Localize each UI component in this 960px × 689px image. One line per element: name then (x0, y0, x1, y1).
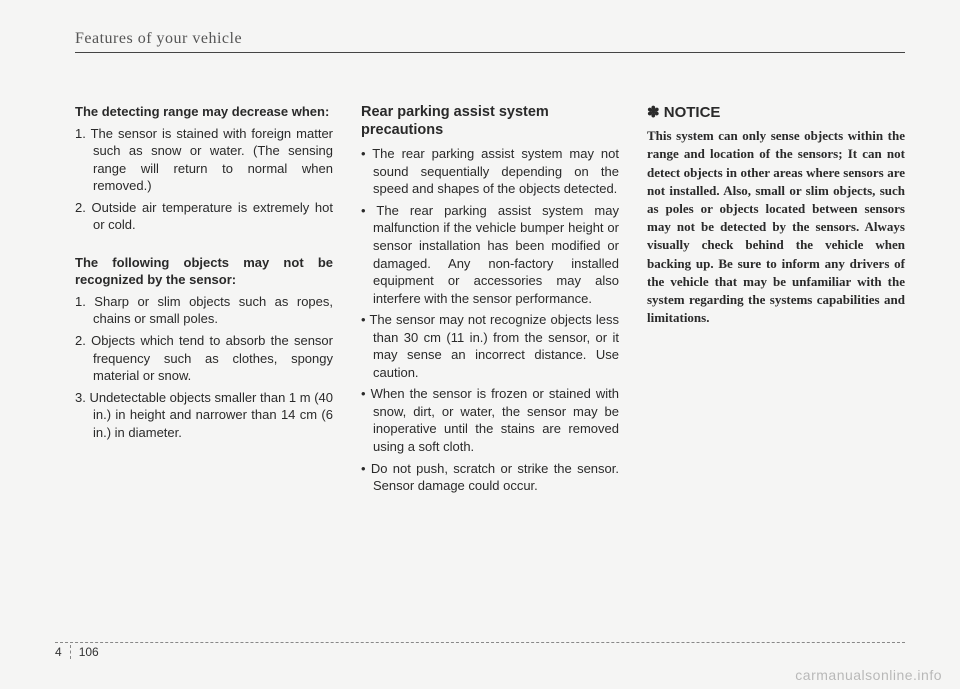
col1-item-4: 2. Objects which tend to absorb the sens… (75, 332, 333, 385)
column-3: ✽ NOTICE This system can only sense obje… (647, 103, 905, 499)
page-number-value: 106 (79, 645, 99, 659)
col1-item-3: 1. Sharp or slim objects such as ropes, … (75, 293, 333, 328)
col2-bullet-5: • Do not push, scratch or strike the sen… (361, 460, 619, 495)
col2-bullet-3: • The sensor may not recognize objects l… (361, 311, 619, 381)
col2-bullet-2: • The rear parking assist system may mal… (361, 202, 619, 307)
col2-bullet-4: • When the sensor is frozen or stained w… (361, 385, 619, 455)
spacer (75, 238, 333, 254)
col1-heading-1: The detecting range may decrease when: (75, 103, 333, 121)
manual-page: Features of your vehicle The detecting r… (0, 0, 960, 689)
page-footer: 4 106 (55, 642, 905, 659)
page-separator (70, 645, 71, 659)
watermark-text: carmanualsonline.info (795, 667, 942, 683)
col1-heading-2: The following objects may not be recogni… (75, 254, 333, 289)
page-number: 4 106 (55, 645, 905, 659)
running-header: Features of your vehicle (75, 30, 905, 53)
col1-item-5: 3. Undetectable objects smaller than 1 m… (75, 389, 333, 442)
column-2: Rear parking assist system precautions •… (361, 103, 619, 499)
content-columns: The detecting range may decrease when: 1… (75, 103, 905, 499)
section-number: 4 (55, 645, 62, 659)
notice-body: This system can only sense objects withi… (647, 127, 905, 327)
col2-heading: Rear parking assist system precautions (361, 103, 619, 139)
column-1: The detecting range may decrease when: 1… (75, 103, 333, 499)
col1-item-1: 1. The sensor is stained with foreign ma… (75, 125, 333, 195)
col2-bullet-1: • The rear parking assist system may not… (361, 145, 619, 198)
notice-heading: ✽ NOTICE (647, 103, 905, 123)
col1-item-2: 2. Outside air temperature is extremely … (75, 199, 333, 234)
